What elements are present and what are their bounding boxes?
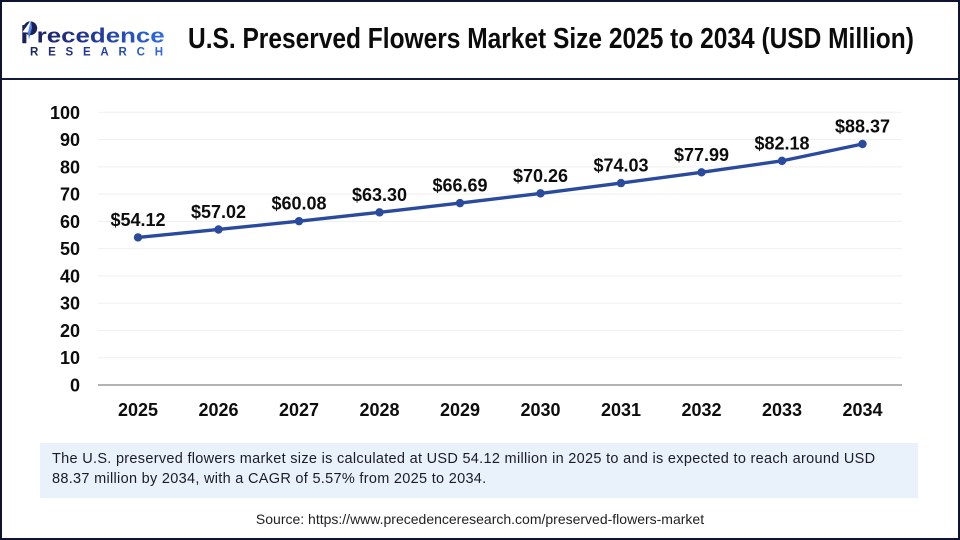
x-tick-label: 2034 (842, 400, 882, 420)
logo-p-mark (22, 20, 38, 44)
data-label: $82.18 (754, 133, 809, 153)
x-tick-label: 2030 (520, 400, 560, 420)
data-label: $60.08 (271, 194, 326, 214)
header-divider (0, 78, 960, 80)
y-tick-label: 50 (60, 239, 80, 259)
precedence-research-logo: recedence RESEARCH (22, 20, 165, 59)
note-box: The U.S. preserved flowers market size i… (40, 443, 918, 498)
x-tick-label: 2033 (762, 400, 802, 420)
series-line (136, 142, 865, 240)
data-point (294, 216, 304, 226)
y-tick-label: 90 (60, 130, 80, 150)
y-tick-label: 20 (60, 321, 80, 341)
logo-leaf-blue (28, 20, 32, 40)
x-tick-label: 2029 (440, 400, 480, 420)
data-label: $77.99 (674, 145, 729, 165)
y-tick-label: 60 (60, 212, 80, 232)
data-label: $63.30 (352, 185, 407, 205)
x-tick-label: 2027 (279, 400, 319, 420)
data-label: $54.12 (110, 210, 165, 230)
x-tick-label: 2032 (681, 400, 721, 420)
y-tick-label: 30 (60, 294, 80, 314)
data-label: $66.69 (432, 176, 487, 196)
note-text: The U.S. preserved flowers market size i… (52, 451, 876, 487)
y-tick-label: 10 (60, 348, 80, 368)
data-point (455, 198, 465, 208)
x-tick-label: 2031 (601, 400, 641, 420)
data-label: $88.37 (835, 116, 890, 136)
chart-title: U.S. Preserved Flowers Market Size 2025 … (188, 23, 914, 55)
logo-leaf-white (22, 20, 31, 33)
y-tick-label: 40 (60, 266, 80, 286)
y-tick-label: 0 (70, 376, 80, 396)
data-point (214, 225, 223, 234)
data-label: $57.02 (191, 202, 246, 222)
y-tick-label: 70 (60, 185, 80, 205)
logo-brand-text: recedence (37, 26, 165, 48)
x-tick-label: 2026 (198, 400, 238, 420)
data-label: $74.03 (593, 156, 648, 176)
data-label: $70.26 (513, 166, 568, 186)
data-point (858, 139, 867, 149)
logo-sub-text: RESEARCH (30, 47, 163, 59)
data-point (616, 178, 626, 188)
data-point (697, 168, 706, 177)
line-chart: 0 10 20 30 40 50 60 70 80 90 100 2025 2026 2027 2028 20… (0, 80, 960, 442)
y-tick-label: 80 (60, 157, 80, 177)
data-point (777, 156, 787, 166)
x-tick-label: 2028 (359, 400, 399, 420)
header: recedence RESEARCH U.S. Preserved Flower… (0, 0, 960, 80)
data-point (536, 189, 545, 198)
data-point (133, 233, 143, 242)
data-point (375, 208, 384, 217)
y-tick-label: 100 (50, 103, 80, 123)
source-line: Source: https://www.precedenceresearch.c… (255, 511, 705, 527)
x-tick-label: 2025 (118, 400, 158, 420)
